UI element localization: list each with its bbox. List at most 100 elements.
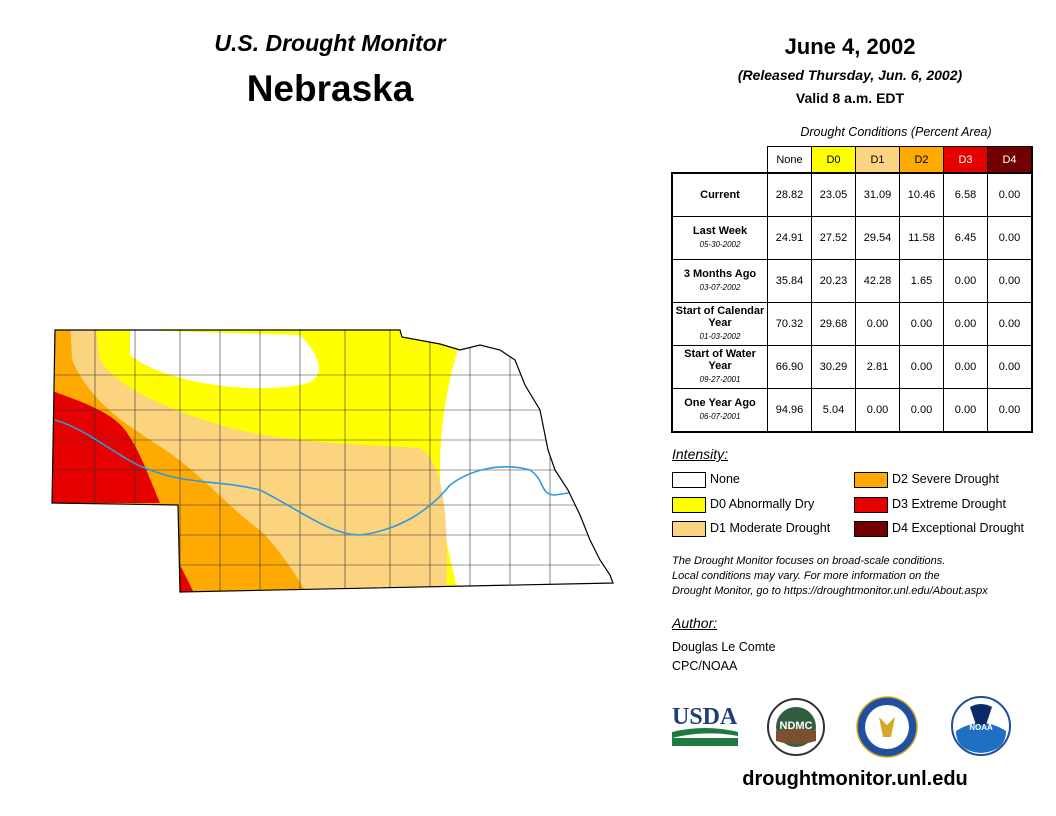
footer-url[interactable]: droughtmonitor.unl.edu xyxy=(742,768,968,790)
table-cell: 0.00 xyxy=(943,302,988,346)
release-date: (Released Thursday, Jun. 6, 2002) xyxy=(737,67,963,83)
table-header-row: None D0 D1 D2 D3 D4 xyxy=(672,146,1033,174)
table-cell: 0.00 xyxy=(987,302,1033,346)
table-cell: 66.90 xyxy=(767,345,812,389)
svg-text:NDMC: NDMC xyxy=(780,720,813,732)
row-date: 06-07-2001 xyxy=(699,412,741,421)
table-cell: 0.00 xyxy=(855,302,900,346)
table-cell: 0.00 xyxy=(987,388,1033,433)
table-cell: 0.00 xyxy=(899,302,944,346)
table-cell: 5.04 xyxy=(811,388,856,433)
legend-swatch xyxy=(854,472,888,488)
legend-label: D2 Severe Drought xyxy=(892,472,1000,486)
legend-swatch xyxy=(672,472,706,488)
table-cell: 29.68 xyxy=(811,302,856,346)
table-cell: 70.32 xyxy=(767,302,812,346)
legend-label: D4 Exceptional Drought xyxy=(892,521,1025,535)
d3-area-panhandle xyxy=(52,390,160,503)
table-caption: Drought Conditions (Percent Area) xyxy=(800,125,992,139)
table-cell: 0.00 xyxy=(899,345,944,389)
legend-title: Intensity: xyxy=(672,446,729,462)
author-heading: Author: xyxy=(672,615,718,631)
col-header: D4 xyxy=(987,146,1033,174)
nebraska-drought-map xyxy=(51,329,614,593)
table-cell: 0.00 xyxy=(943,345,988,389)
map-subtitle: U.S. Drought Monitor xyxy=(214,30,446,56)
col-header: D1 xyxy=(855,146,900,174)
county-lines xyxy=(52,330,600,592)
legend-label: D3 Extreme Drought xyxy=(892,497,1006,511)
state-outline xyxy=(51,329,614,593)
none-area-north xyxy=(130,330,319,389)
table-cell: 27.52 xyxy=(811,216,856,260)
table-cell: 24.91 xyxy=(767,216,812,260)
table-cell: 30.29 xyxy=(811,345,856,389)
info-note: The Drought Monitor focuses on broad-sca… xyxy=(672,555,988,597)
table-row: 3 Months Ago 03-07-2002 35.84 20.23 42.28 1.6… xyxy=(671,259,1033,303)
table-cell: 0.00 xyxy=(855,388,900,433)
table-cell: 94.96 xyxy=(767,388,812,433)
col-header: None xyxy=(767,146,812,174)
author-info: Douglas Le Comte CPC/NOAA xyxy=(672,638,776,676)
table-row: Start of Water Year 09-27-2001 66.90 30.29 2… xyxy=(671,345,1033,389)
table-cell: 42.28 xyxy=(855,259,900,303)
legend-swatch xyxy=(672,497,706,513)
table-cell: 31.09 xyxy=(855,172,900,217)
col-header: D0 xyxy=(811,146,856,174)
table-cell: 2.81 xyxy=(855,345,900,389)
svg-text:NOAA: NOAA xyxy=(969,723,993,732)
row-label: Last Week 05-30-2002 xyxy=(671,216,768,260)
table-cell: 1.65 xyxy=(899,259,944,303)
legend-swatch xyxy=(854,497,888,513)
col-header: D2 xyxy=(899,146,944,174)
table-row: Current 28.82 23.05 31.09 10.46 6.58 0.00 xyxy=(671,172,1033,217)
table-row: Start of Calendar Year 01-03-2002 70.32 29.… xyxy=(671,302,1033,346)
svg-text:USDA: USDA xyxy=(672,704,738,730)
row-date: 03-07-2002 xyxy=(699,283,741,292)
table-row: One Year Ago 06-07-2001 94.96 5.04 0.00 0.00 0… xyxy=(671,388,1033,433)
table-cell: 0.00 xyxy=(987,216,1033,260)
table-cell: 29.54 xyxy=(855,216,900,260)
row-label: Start of Water Year 09-27-2001 xyxy=(671,345,768,389)
legend-label: None xyxy=(710,472,740,486)
noaa-logo[interactable]: NOAA xyxy=(950,695,1012,757)
col-header: D3 xyxy=(943,146,988,174)
row-date: 09-27-2001 xyxy=(699,375,741,384)
row-date: 01-03-2002 xyxy=(699,332,741,341)
legend-label: D1 Moderate Drought xyxy=(710,521,831,535)
table-cell: 0.00 xyxy=(987,345,1033,389)
table-row: Last Week 05-30-2002 24.91 27.52 29.54 11.58 6… xyxy=(671,216,1033,260)
platte-river xyxy=(54,419,576,536)
table-cell: 0.00 xyxy=(899,388,944,433)
legend-swatch xyxy=(672,521,706,537)
row-label: 3 Months Ago 03-07-2002 xyxy=(671,259,768,303)
map-date: June 4, 2002 xyxy=(784,34,916,59)
table-cell: 0.00 xyxy=(987,259,1033,303)
table-cell: 23.05 xyxy=(811,172,856,217)
author-org: CPC/NOAA xyxy=(672,659,738,673)
table-cell: 0.00 xyxy=(987,172,1033,217)
table-body: Current 28.82 23.05 31.09 10.46 6.58 0.00 Last … xyxy=(671,172,1033,433)
table-cell: 20.23 xyxy=(811,259,856,303)
legend-label: D0 Abnormally Dry xyxy=(710,497,815,511)
table-cell: 0.00 xyxy=(943,259,988,303)
table-cell: 28.82 xyxy=(767,172,812,217)
row-label: Start of Calendar Year 01-03-2002 xyxy=(671,302,768,346)
row-label: Current xyxy=(671,172,768,217)
table-cell: 0.00 xyxy=(943,388,988,433)
state-title: Nebraska xyxy=(246,68,414,109)
table-cell: 6.58 xyxy=(943,172,988,217)
table-cell: 10.46 xyxy=(899,172,944,217)
valid-time: Valid 8 a.m. EDT xyxy=(795,90,905,106)
usda-logo[interactable]: USDA xyxy=(670,700,740,750)
ndmc-logo[interactable]: NDMC xyxy=(765,697,827,757)
table-cell: 35.84 xyxy=(767,259,812,303)
author-name: Douglas Le Comte xyxy=(672,640,776,654)
drought-conditions-table: None D0 D1 D2 D3 D4 Current 28.82 23.05 31.… xyxy=(671,146,1033,433)
commerce-seal-logo[interactable] xyxy=(855,695,919,759)
row-label: One Year Ago 06-07-2001 xyxy=(671,388,768,433)
table-cell: 6.45 xyxy=(943,216,988,260)
table-cell: 11.58 xyxy=(899,216,944,260)
row-date: 05-30-2002 xyxy=(699,240,741,249)
legend-swatch xyxy=(854,521,888,537)
